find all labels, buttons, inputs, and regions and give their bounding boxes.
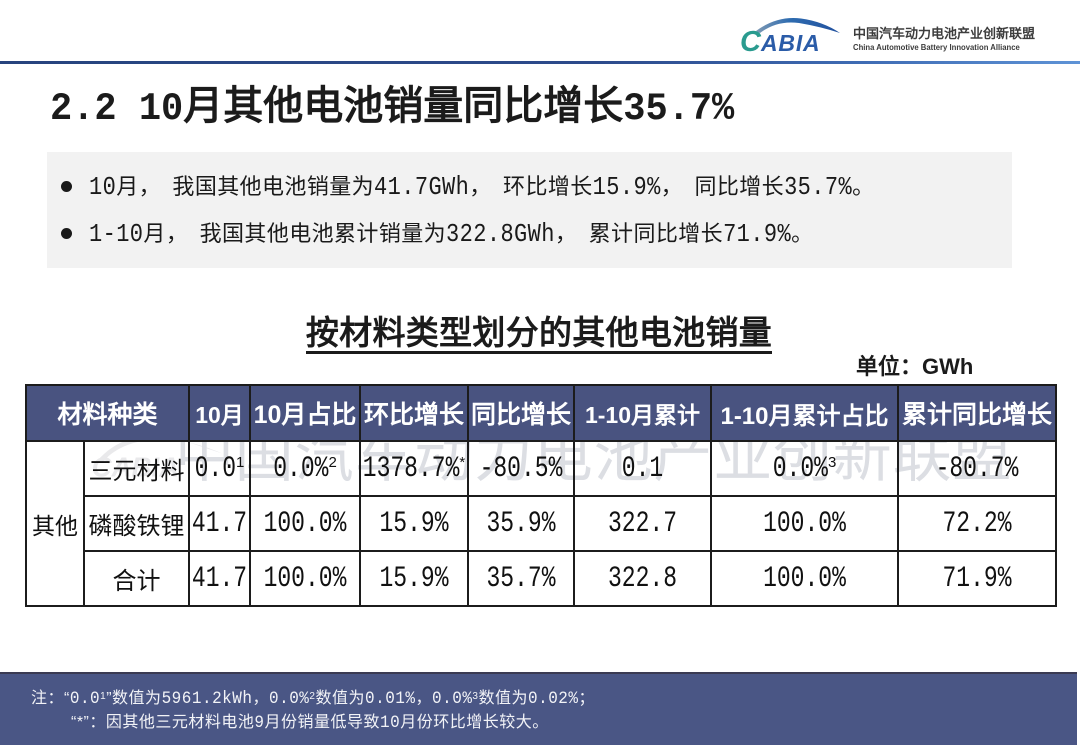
- svg-text:C: C: [740, 26, 762, 58]
- svg-text:ABIA: ABIA: [760, 30, 820, 56]
